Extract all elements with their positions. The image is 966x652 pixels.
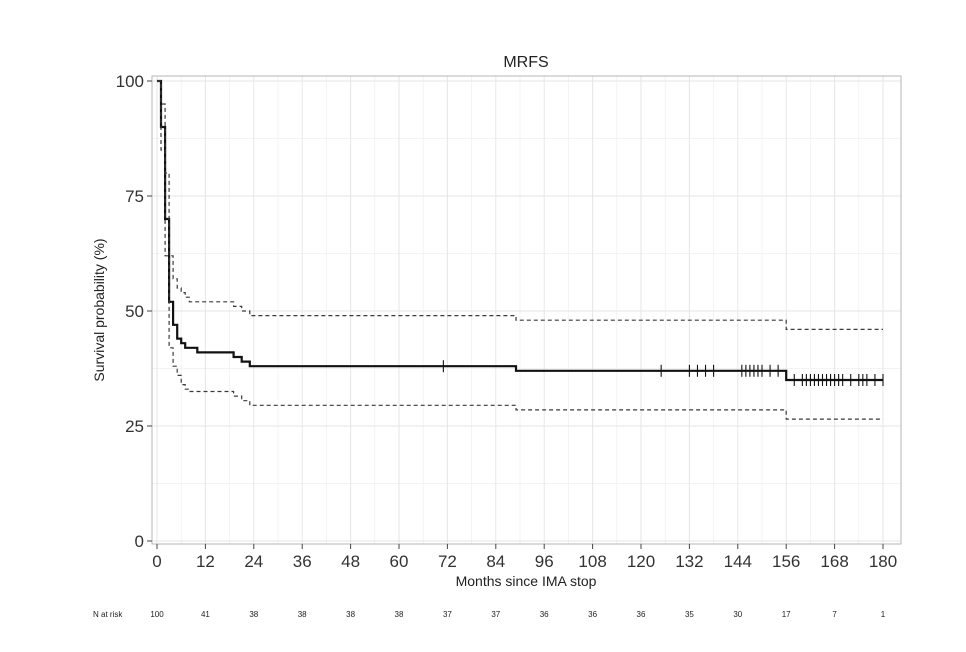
risk-table-values: 100 41 38 38 38 38 37 37 36 36 36 35 30 17 7 1 — [150, 610, 885, 619]
x-tick-label: 0 — [152, 552, 161, 571]
risk-value: 7 — [832, 610, 837, 619]
risk-value: 35 — [685, 610, 694, 619]
x-axis-title: Months since IMA stop — [456, 573, 597, 589]
y-tick-label: 0 — [135, 532, 144, 551]
x-tick-label: 48 — [341, 552, 360, 571]
x-tick-label: 132 — [675, 552, 703, 571]
risk-value: 37 — [443, 610, 452, 619]
risk-value: 30 — [733, 610, 742, 619]
risk-value: 1 — [881, 610, 886, 619]
x-tick-label: 96 — [535, 552, 554, 571]
x-tick-label: 108 — [578, 552, 606, 571]
censor-marks — [442, 360, 884, 386]
major-gridlines — [152, 76, 901, 544]
x-tick-label: 120 — [627, 552, 655, 571]
x-tick-label: 84 — [486, 552, 505, 571]
x-tick-label: 72 — [438, 552, 457, 571]
risk-value: 37 — [491, 610, 500, 619]
risk-table-label: N at risk — [93, 610, 123, 619]
survival-curves — [157, 79, 883, 420]
risk-value: 38 — [346, 610, 355, 619]
y-tick-label: 50 — [125, 302, 144, 321]
minor-gridlines — [152, 76, 901, 544]
plot-panel-background — [152, 76, 901, 544]
risk-value: 36 — [540, 610, 549, 619]
risk-value: 36 — [637, 610, 646, 619]
x-tick-label: 36 — [293, 552, 312, 571]
risk-value: 36 — [588, 610, 597, 619]
x-tick-label: 12 — [196, 552, 215, 571]
x-tick-label: 168 — [820, 552, 848, 571]
x-tick-label: 144 — [724, 552, 752, 571]
risk-value: 38 — [249, 610, 258, 619]
y-axis-title: Survival probability (%) — [91, 238, 107, 381]
y-axis: 0 25 50 75 100 — [116, 72, 152, 551]
y-tick-label: 25 — [125, 417, 144, 436]
y-tick-label: 100 — [116, 72, 144, 91]
x-tick-label: 24 — [244, 552, 263, 571]
risk-value: 100 — [150, 610, 164, 619]
risk-value: 17 — [782, 610, 791, 619]
x-tick-label: 180 — [869, 552, 897, 571]
x-tick-label: 60 — [390, 552, 409, 571]
x-axis: 0 12 24 36 48 60 72 84 96 108 120 132 144 156 168 180 — [152, 544, 897, 571]
upper-ci-curve — [157, 80, 883, 330]
x-tick-label: 156 — [772, 552, 800, 571]
risk-value: 41 — [201, 610, 210, 619]
risk-value: 38 — [298, 610, 307, 619]
plot-panel-border — [151, 75, 902, 545]
y-tick-label: 75 — [125, 187, 144, 206]
risk-value: 38 — [395, 610, 404, 619]
chart-title: MRFS — [503, 54, 548, 71]
